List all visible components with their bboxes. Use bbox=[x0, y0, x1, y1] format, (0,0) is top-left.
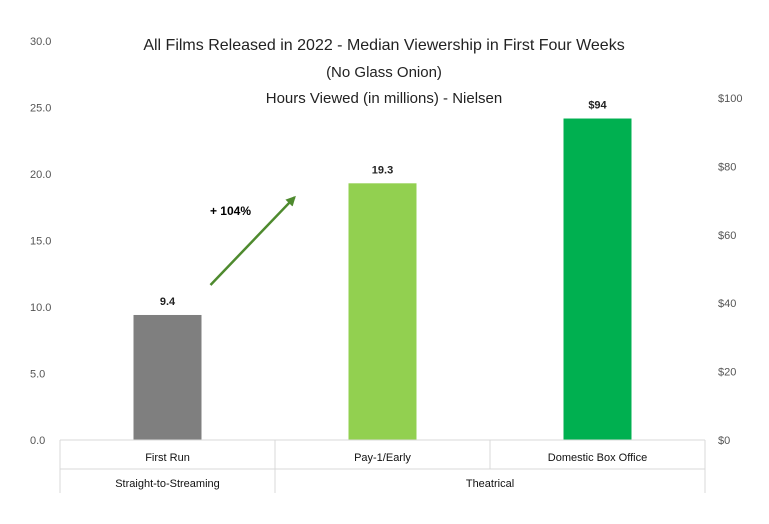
bar bbox=[563, 118, 632, 441]
group-label: Theatrical bbox=[466, 478, 514, 490]
bar bbox=[133, 314, 202, 440]
data-label: 19.3 bbox=[372, 164, 393, 176]
left-tick-label: 25.0 bbox=[30, 103, 51, 115]
bars: 9.4 19.3 $94 bbox=[133, 100, 632, 441]
growth-annotation: + 104% bbox=[209, 195, 296, 286]
left-tick-label: 30.0 bbox=[30, 36, 51, 48]
category-label: First Run bbox=[145, 452, 190, 464]
chart-title: All Films Released in 2022 - Median View… bbox=[143, 37, 624, 54]
left-tick-label: 15.0 bbox=[30, 236, 51, 248]
data-label: $94 bbox=[588, 100, 607, 112]
growth-label: + 104% bbox=[210, 204, 251, 218]
right-tick-label: $20 bbox=[718, 367, 736, 379]
left-tick-label: 20.0 bbox=[30, 169, 51, 181]
left-tick-label: 5.0 bbox=[30, 369, 45, 381]
chart-subtitle-2: Hours Viewed (in millions) - Nielsen bbox=[266, 90, 502, 107]
bar bbox=[348, 183, 417, 440]
data-label: 9.4 bbox=[160, 296, 176, 308]
right-tick-label: $100 bbox=[718, 93, 742, 105]
left-axis: 0.0 5.0 10.0 15.0 20.0 25.0 30.0 bbox=[30, 36, 51, 447]
category-label: Domestic Box Office bbox=[548, 452, 647, 464]
category-label: Pay-1/Early bbox=[354, 452, 411, 464]
right-axis: $0 $20 $40 $60 $80 $100 bbox=[718, 93, 742, 447]
left-tick-label: 10.0 bbox=[30, 302, 51, 314]
right-tick-label: $60 bbox=[718, 230, 736, 242]
growth-arrow-icon bbox=[209, 195, 296, 286]
group-label: Straight-to-Streaming bbox=[115, 478, 220, 490]
right-tick-label: $0 bbox=[718, 435, 730, 447]
right-tick-label: $80 bbox=[718, 161, 736, 173]
left-tick-label: 0.0 bbox=[30, 435, 45, 447]
chart-subtitle-1: (No Glass Onion) bbox=[326, 64, 442, 81]
category-axis: First Run Pay-1/Early Domestic Box Office S… bbox=[59, 439, 706, 493]
right-tick-label: $40 bbox=[718, 298, 736, 310]
